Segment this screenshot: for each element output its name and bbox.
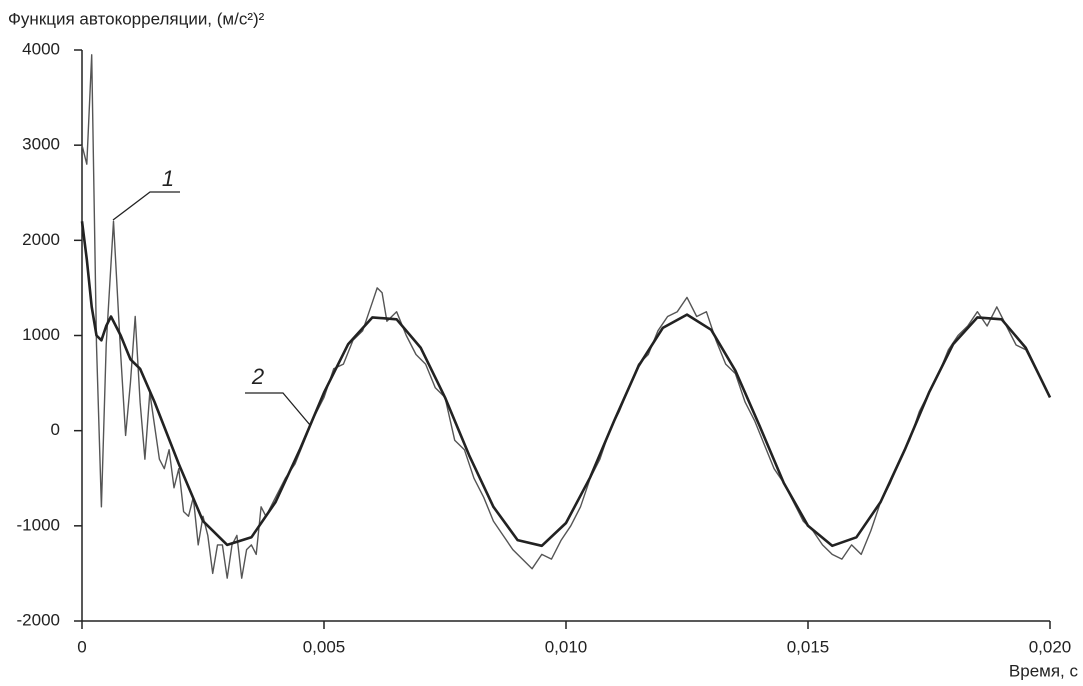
x-tick-label: 0,005 <box>303 637 346 656</box>
y-axis-title: Функция автокорреляции, (м/с²)² <box>8 9 265 28</box>
y-tick-label: 0 <box>51 420 60 439</box>
y-tick-label: 1000 <box>22 325 60 344</box>
x-tick-label: 0,020 <box>1029 637 1072 656</box>
y-tick-label: 3000 <box>22 135 60 154</box>
x-tick-label: 0 <box>77 637 86 656</box>
series-line <box>81 54 1051 579</box>
y-tick-label: -1000 <box>17 515 60 534</box>
series-line <box>80 221 1052 548</box>
x-tick-label: 0,015 <box>787 637 830 656</box>
y-tick-label: 2000 <box>22 230 60 249</box>
series-annotation: 2 <box>251 364 264 389</box>
leader-line <box>112 191 180 221</box>
x-axis-title: Время, с <box>1009 661 1079 680</box>
x-tick-label: 0,010 <box>545 637 588 656</box>
leader-line <box>245 392 311 426</box>
y-tick-label: 4000 <box>22 39 60 58</box>
y-tick-label: -2000 <box>17 610 60 629</box>
series-annotation: 1 <box>162 166 174 191</box>
